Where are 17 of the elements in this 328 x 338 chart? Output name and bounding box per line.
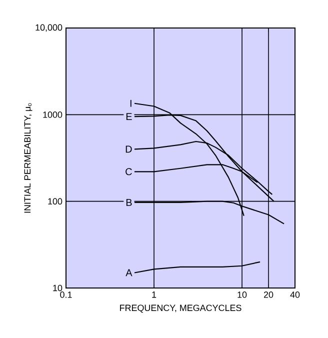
x-axis-title: FREQUENCY, MEGACYCLES [120,304,242,313]
x-tick-label: 40 [290,292,300,298]
series-label: A [126,269,132,276]
y-tick-label: 1000 [43,111,62,118]
x-tick-label: 0.1 [60,292,72,298]
y-tick-label: 100 [48,198,62,205]
series-label: I [130,100,132,107]
series-label: D [126,146,132,153]
x-tick-label: 10 [238,292,247,298]
y-tick-label: 10 [53,284,62,292]
series-label: C [126,168,132,176]
y-axis-title: INITIAL PERMEABILITY, μ$_{o}$ [24,103,32,213]
series-label: E [126,113,132,120]
y-tick-label: 10,000 [36,24,62,32]
x-tick-label: 1 [152,292,156,298]
series-label: B [126,199,132,206]
x-tick-label: 20 [264,292,274,298]
